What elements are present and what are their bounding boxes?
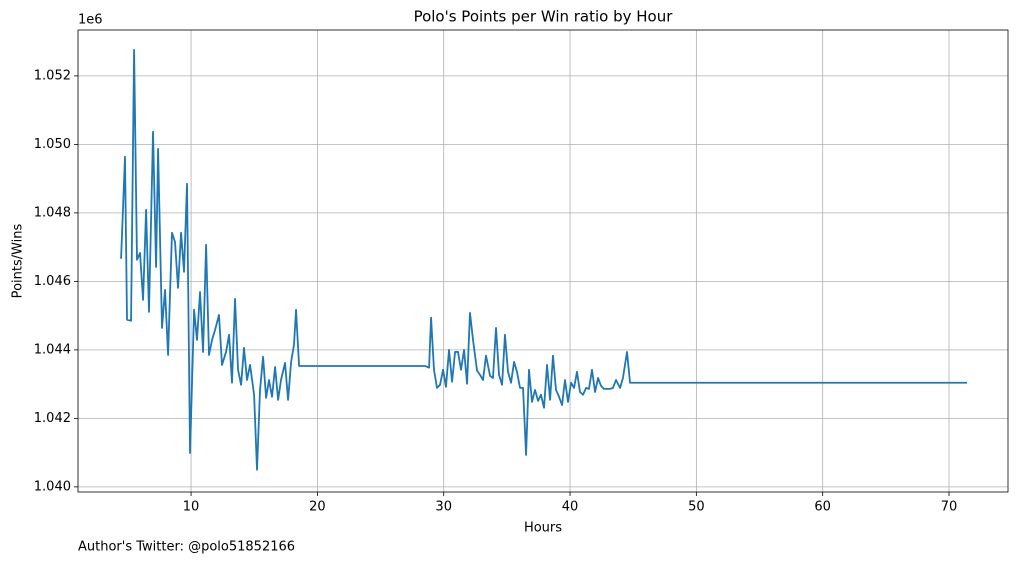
y-tick-label: 1.048 bbox=[34, 205, 71, 220]
data-line bbox=[120, 48, 968, 471]
x-tick-label: 50 bbox=[688, 500, 705, 515]
x-tick-label: 20 bbox=[309, 500, 326, 515]
chart-title: Polo's Points per Win ratio by Hour bbox=[414, 8, 674, 26]
x-tick-label: 10 bbox=[183, 500, 200, 515]
y-tick-label: 1.046 bbox=[34, 274, 71, 289]
x-axis-label: Hours bbox=[524, 521, 562, 536]
x-tick-label: 60 bbox=[814, 500, 831, 515]
annotation: Author's Twitter: @polo51852166 bbox=[78, 540, 295, 555]
y-tick-label: 1.050 bbox=[34, 137, 71, 152]
y-tick-label: 1.040 bbox=[34, 479, 71, 494]
y-tick-label: 1.052 bbox=[34, 68, 71, 83]
x-tick-label: 30 bbox=[435, 500, 452, 515]
x-tick-label: 70 bbox=[941, 500, 958, 515]
plot-frame bbox=[77, 29, 1009, 493]
y-tick-label: 1.044 bbox=[34, 342, 71, 357]
x-tick-label: 40 bbox=[562, 500, 579, 515]
y-axis-label: Points/Wins bbox=[11, 223, 26, 298]
y-tick-label: 1.042 bbox=[34, 411, 71, 426]
axis-offset: 1e6 bbox=[78, 13, 103, 28]
